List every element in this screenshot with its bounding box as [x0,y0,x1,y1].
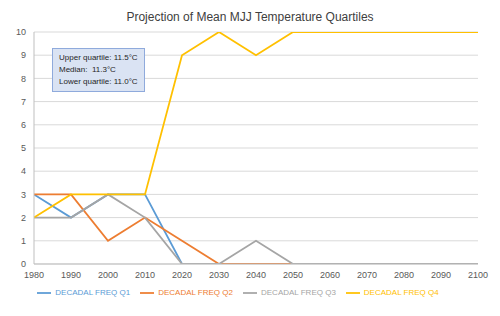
html-text:DECADAL FREQ Q1: DECADAL FREQ Q1 [55,288,131,298]
svg-text:2050: 2050 [283,270,303,280]
svg-text:4: 4 [21,166,26,176]
svg-text:2010: 2010 [135,270,155,280]
svg-text:1980: 1980 [24,270,44,280]
svg-text:2030: 2030 [209,270,229,280]
svg-text:5: 5 [21,143,26,153]
svg-text:2100: 2100 [468,270,488,280]
html-text:Lower quartile: 11.0°C: Lower quartile: 11.0°C [59,77,138,86]
svg-text:2090: 2090 [431,270,451,280]
svg-text:1990: 1990 [61,270,81,280]
svg-text:1: 1 [21,236,26,246]
html-text:DECADAL FREQ Q2: DECADAL FREQ Q2 [158,288,233,298]
svg-text:7: 7 [21,97,26,107]
html-text:DECADAL FREQ Q4: DECADAL FREQ Q4 [363,288,439,298]
svg-text:6: 6 [21,120,26,130]
svg-text:9: 9 [21,50,26,60]
svg-text:2080: 2080 [394,270,414,280]
html-text:Projection of Mean MJJ Tempera: Projection of Mean MJJ Temperature Quart… [126,10,374,24]
svg-text:2070: 2070 [357,270,377,280]
svg-text:2: 2 [21,213,26,223]
svg-text:2040: 2040 [246,270,266,280]
svg-text:2060: 2060 [320,270,340,280]
html-text:Median: 11.3°C: Median: 11.3°C [59,65,116,74]
html-text:Upper quartile: 11.5°C: Upper quartile: 11.5°C [59,53,138,62]
svg-text:3: 3 [21,190,26,200]
svg-text:2000: 2000 [98,270,118,280]
svg-text:10: 10 [16,27,26,37]
svg-text:2020: 2020 [172,270,192,280]
html-text:DECADAL FREQ Q3: DECADAL FREQ Q3 [261,288,336,298]
svg-text:0: 0 [21,259,26,269]
svg-text:8: 8 [21,74,26,84]
